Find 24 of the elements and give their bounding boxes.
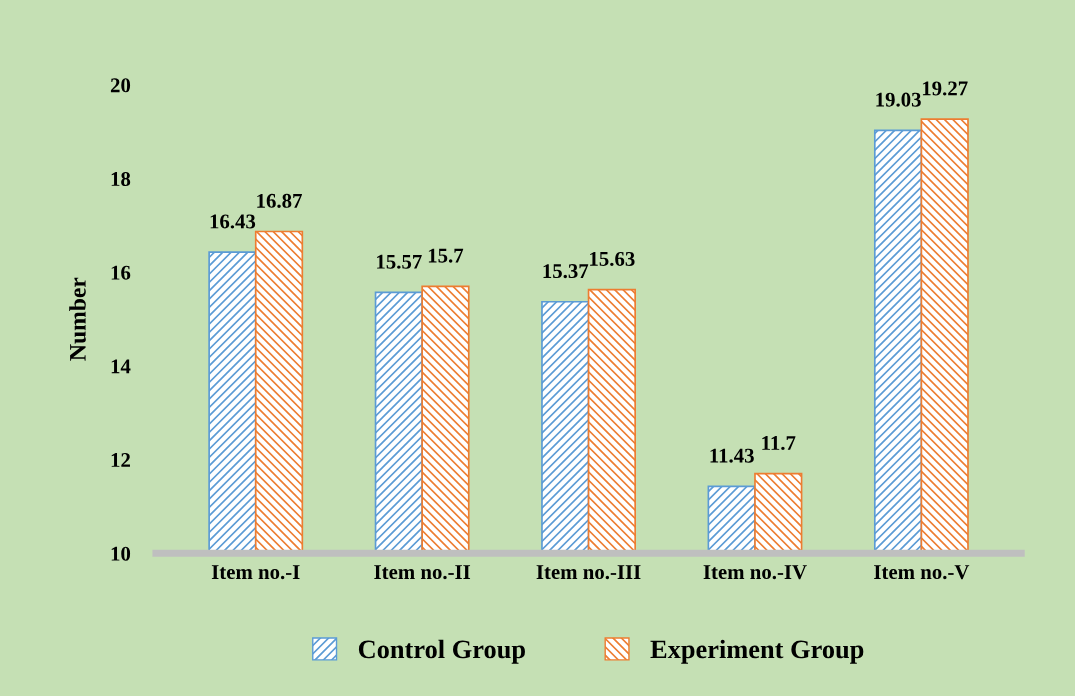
data-label: 15.57 (377, 254, 422, 269)
data-label: 15.63 (590, 251, 635, 267)
y-tick-label: 16 (111, 265, 131, 280)
data-label: 19.03 (876, 92, 921, 107)
data-label: 16.43 (210, 214, 256, 229)
data-label: 15.37 (543, 264, 589, 279)
legend-label: Control Group (358, 639, 525, 664)
x-tick-label: Item no.-IV (703, 565, 807, 580)
y-tick-label: 12 (111, 453, 130, 467)
y-axis-title: Number (69, 277, 86, 361)
legend-label: Experiment Group (650, 639, 864, 664)
y-tick-label: 14 (111, 359, 131, 374)
x-tick-label: Item no.-I (211, 565, 300, 580)
x-tick-label: Item no.-II (374, 565, 471, 580)
x-tick-label: Item no.-V (874, 565, 970, 580)
data-label: 11.7 (762, 436, 796, 451)
y-tick-label: 20 (110, 78, 131, 93)
y-tick-label: 18 (111, 171, 131, 187)
x-tick-label: Item no.-III (536, 565, 641, 580)
data-label: 16.87 (257, 193, 302, 208)
data-label: 15.7 (428, 248, 464, 263)
y-tick-label: 10 (111, 546, 131, 561)
data-label: 11.43 (710, 448, 754, 463)
data-label: 19.27 (922, 81, 968, 96)
